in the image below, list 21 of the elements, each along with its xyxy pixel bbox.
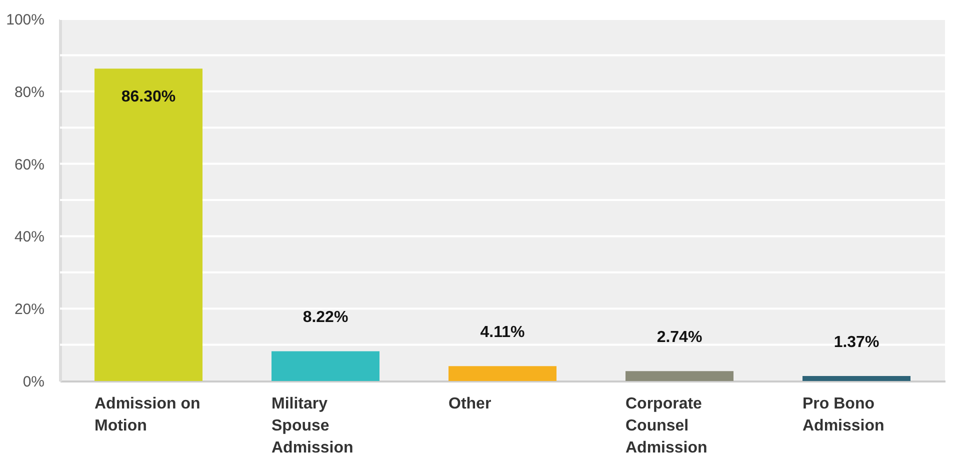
data-label: 2.74% <box>656 329 702 346</box>
x-tick-label: Pro Bono Admission <box>802 396 884 434</box>
y-tick-label: 80% <box>14 84 44 101</box>
x-tick-label: Corporate Counsel Admission <box>626 396 708 456</box>
y-tick-label: 100% <box>6 12 44 28</box>
y-tick-label: 0% <box>22 374 44 390</box>
y-tick-label: 20% <box>14 301 44 318</box>
y-tick-label: 40% <box>14 228 44 246</box>
bar <box>448 366 556 381</box>
x-tick-label: Admission on Motion <box>94 396 200 434</box>
y-tick-label: 60% <box>14 156 44 174</box>
x-tick-label: Military Spouse Admission <box>272 396 354 456</box>
data-label: 86.30% <box>121 88 176 106</box>
data-label: 4.11% <box>480 324 525 342</box>
bar <box>272 351 380 381</box>
data-label: 8.22% <box>302 309 348 326</box>
x-tick-label: Other <box>448 396 492 412</box>
bar <box>626 371 734 381</box>
bar <box>94 68 202 381</box>
bar <box>802 376 910 381</box>
data-label: 1.37% <box>834 334 880 352</box>
